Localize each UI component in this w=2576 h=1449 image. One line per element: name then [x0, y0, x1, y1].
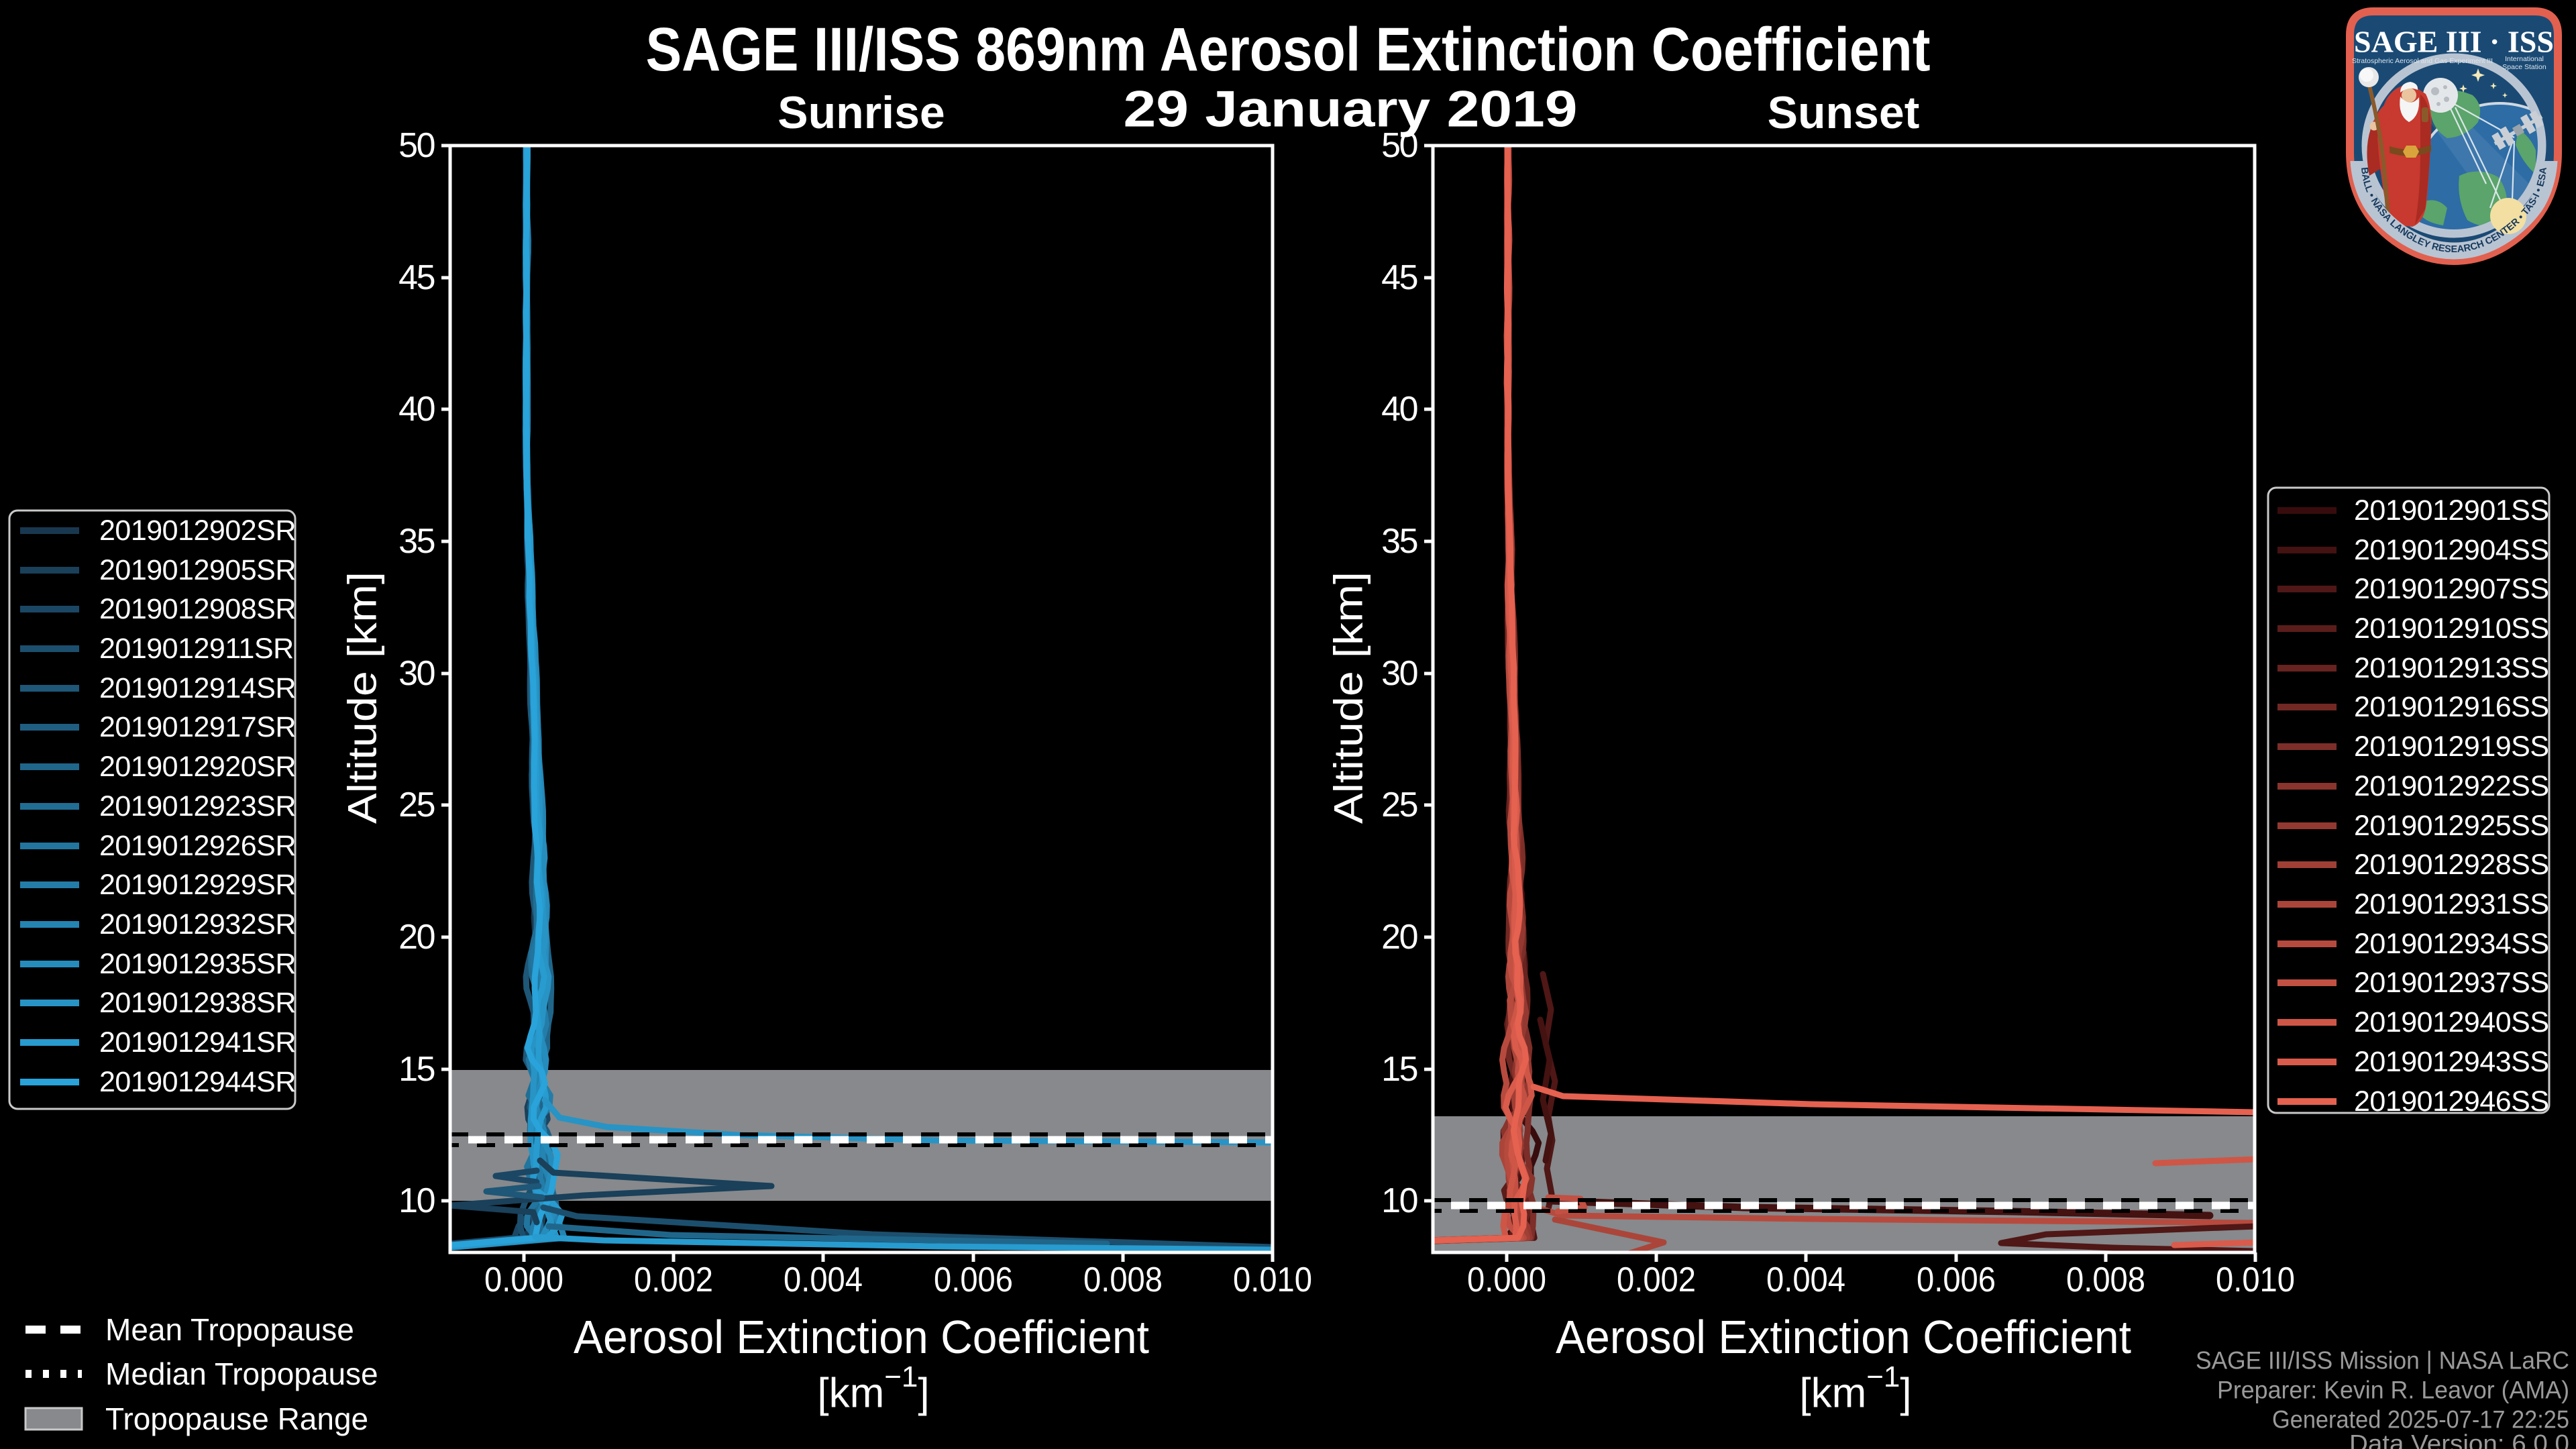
- svg-text:0.004: 0.004: [784, 1260, 863, 1299]
- svg-text:Aerosol Extinction Coefficient: Aerosol Extinction Coefficient: [574, 1311, 1149, 1363]
- svg-text:2019012920SR: 2019012920SR: [99, 751, 296, 783]
- svg-text:2019012922SS: 2019012922SS: [2354, 770, 2549, 802]
- svg-text:2019012931SS: 2019012931SS: [2354, 888, 2549, 920]
- svg-text:Tropopause Range: Tropopause Range: [105, 1401, 368, 1436]
- svg-text:35: 35: [1381, 522, 1417, 561]
- svg-text:0.008: 0.008: [2066, 1260, 2145, 1299]
- svg-text:Stratospheric Aerosol and Gas: Stratospheric Aerosol and Gas Experiment…: [2352, 57, 2493, 65]
- svg-text:Altitude [km]: Altitude [km]: [340, 572, 385, 824]
- svg-text:Mean Tropopause: Mean Tropopause: [105, 1312, 354, 1347]
- svg-text:Generated 2025-07-17 22:25: Generated 2025-07-17 22:25: [2272, 1406, 2569, 1434]
- svg-text:2019012917SR: 2019012917SR: [99, 711, 296, 743]
- svg-text:Median Tropopause: Median Tropopause: [105, 1356, 378, 1391]
- svg-text:2019012914SR: 2019012914SR: [99, 672, 296, 704]
- svg-text:Altitude [km]: Altitude [km]: [1326, 572, 1371, 824]
- svg-text:2019012938SR: 2019012938SR: [99, 987, 296, 1019]
- svg-text:45: 45: [1381, 258, 1417, 297]
- svg-text:50: 50: [1381, 126, 1417, 165]
- svg-text:0.000: 0.000: [1467, 1260, 1546, 1299]
- svg-text:20: 20: [1381, 918, 1417, 957]
- svg-text:2019012926SR: 2019012926SR: [99, 830, 296, 862]
- svg-text:2019012902SR: 2019012902SR: [99, 515, 296, 547]
- svg-text:40: 40: [398, 390, 434, 429]
- svg-text:0.002: 0.002: [1617, 1260, 1696, 1299]
- svg-text:0.002: 0.002: [634, 1260, 713, 1299]
- svg-text:25: 25: [398, 786, 434, 824]
- svg-text:Data Version: 6.0.0: Data Version: 6.0.0: [2349, 1430, 2569, 1449]
- svg-text:2019012937SS: 2019012937SS: [2354, 967, 2549, 999]
- svg-text:2019012940SS: 2019012940SS: [2354, 1006, 2549, 1038]
- svg-text:10: 10: [1381, 1181, 1417, 1220]
- svg-text:2019012932SR: 2019012932SR: [99, 908, 296, 941]
- svg-text:Sunset: Sunset: [1768, 87, 1920, 138]
- svg-text:International: International: [2505, 55, 2544, 63]
- svg-text:SAGE III/ISS Mission | NASA La: SAGE III/ISS Mission | NASA LaRC: [2196, 1347, 2569, 1375]
- svg-text:2019012943SS: 2019012943SS: [2354, 1046, 2549, 1078]
- svg-text:2019012916SS: 2019012916SS: [2354, 691, 2549, 723]
- svg-text:2019012934SS: 2019012934SS: [2354, 928, 2549, 960]
- svg-text:2019012946SS: 2019012946SS: [2354, 1085, 2549, 1118]
- svg-text:Space Station: Space Station: [2502, 63, 2546, 71]
- svg-text:2019012919SS: 2019012919SS: [2354, 731, 2549, 763]
- svg-text:SAGE III · ISS: SAGE III · ISS: [2354, 25, 2554, 59]
- svg-text:2019012905SR: 2019012905SR: [99, 554, 296, 586]
- svg-text:15: 15: [1381, 1050, 1417, 1089]
- svg-text:SAGE III/ISS 869nm Aerosol Ext: SAGE III/ISS 869nm Aerosol Extinction Co…: [646, 15, 1931, 84]
- svg-text:2019012941SR: 2019012941SR: [99, 1026, 296, 1059]
- svg-text:2019012935SR: 2019012935SR: [99, 948, 296, 980]
- svg-text:2019012925SS: 2019012925SS: [2354, 810, 2549, 842]
- svg-text:40: 40: [1381, 390, 1417, 429]
- svg-text:2019012907SS: 2019012907SS: [2354, 573, 2549, 605]
- svg-text:0.008: 0.008: [1083, 1260, 1163, 1299]
- svg-text:0.000: 0.000: [484, 1260, 564, 1299]
- svg-text:50: 50: [398, 126, 434, 165]
- svg-text:0.010: 0.010: [2216, 1260, 2295, 1299]
- svg-text:20: 20: [398, 918, 434, 957]
- svg-text:2019012904SS: 2019012904SS: [2354, 534, 2549, 566]
- svg-text:10: 10: [398, 1181, 434, 1220]
- svg-text:30: 30: [398, 654, 434, 693]
- svg-text:2019012908SR: 2019012908SR: [99, 593, 296, 625]
- svg-text:35: 35: [398, 522, 434, 561]
- svg-text:30: 30: [1381, 654, 1417, 693]
- svg-text:29 January 2019: 29 January 2019: [1124, 81, 1578, 138]
- svg-text:0.006: 0.006: [1917, 1260, 1996, 1299]
- svg-text:0.010: 0.010: [1233, 1260, 1312, 1299]
- svg-text:2019012923SR: 2019012923SR: [99, 790, 296, 822]
- svg-text:Sunrise: Sunrise: [777, 87, 945, 138]
- svg-text:2019012901SS: 2019012901SS: [2354, 494, 2549, 527]
- svg-text:2019012910SS: 2019012910SS: [2354, 612, 2549, 645]
- svg-text:2019012929SR: 2019012929SR: [99, 869, 296, 901]
- svg-text:0.006: 0.006: [934, 1260, 1013, 1299]
- svg-text:Aerosol Extinction Coefficient: Aerosol Extinction Coefficient: [1556, 1311, 2131, 1363]
- svg-text:2019012928SS: 2019012928SS: [2354, 849, 2549, 881]
- svg-text:0.004: 0.004: [1766, 1260, 1845, 1299]
- svg-text:25: 25: [1381, 786, 1417, 824]
- svg-text:2019012913SS: 2019012913SS: [2354, 652, 2549, 684]
- svg-text:15: 15: [398, 1050, 434, 1089]
- svg-text:2019012944SR: 2019012944SR: [99, 1066, 296, 1098]
- svg-text:45: 45: [398, 258, 434, 297]
- svg-text:Preparer: Kevin R. Leavor (AMA: Preparer: Kevin R. Leavor (AMA): [2217, 1377, 2569, 1404]
- svg-text:2019012911SR: 2019012911SR: [99, 633, 294, 665]
